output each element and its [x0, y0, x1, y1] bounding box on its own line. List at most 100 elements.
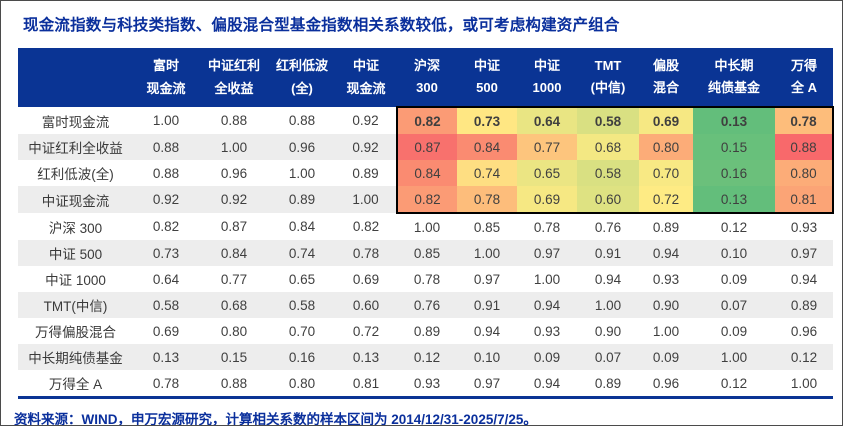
- matrix-cell: 0.72: [352, 323, 380, 339]
- table-row: 中证红利全收益 0.88 1.00 0.96 0.92 0.87 0.84 0.77 0.68 0…: [18, 134, 834, 160]
- row-label: 红利低波(全): [37, 167, 114, 182]
- row-label: 沪深 300: [48, 220, 103, 236]
- matrix-cell: 0.91: [457, 292, 517, 318]
- matrix-cell: 1.00: [533, 271, 561, 287]
- matrix-cell: 0.09: [639, 344, 693, 370]
- matrix-cell: 0.77: [517, 134, 577, 160]
- matrix-cell: 0.07: [693, 292, 775, 318]
- source-note: 资料来源：WIND，申万宏源研究，计算相关系数的样本区间为 2014/12/31…: [14, 412, 537, 426]
- matrix-cell: 0.97: [775, 240, 833, 266]
- row-label: 中证红利全收益: [18, 134, 133, 160]
- matrix-cell: 0.13: [335, 344, 397, 370]
- matrix-cell: 0.09: [720, 271, 748, 287]
- matrix-cell: 0.09: [517, 344, 577, 370]
- matrix-cell: 0.70: [288, 323, 316, 339]
- matrix-cell: 0.87: [396, 134, 457, 160]
- matrix-cell: 0.68: [577, 134, 639, 160]
- matrix-cell: 0.92: [133, 186, 199, 213]
- matrix-cell: 0.94: [517, 370, 577, 399]
- matrix-cell: 0.69: [152, 323, 180, 339]
- matrix-cell: 0.76: [594, 219, 622, 235]
- matrix-cell: 0.89: [269, 186, 335, 213]
- matrix-cell: 0.78: [457, 186, 517, 214]
- table-row: 中长期纯债基金 0.13 0.15 0.16 0.13 0.12 0.10 0.09 0.07 0…: [18, 344, 833, 370]
- matrix-cell: 0.94: [517, 292, 577, 318]
- matrix-cell: 1.00: [577, 292, 639, 318]
- matrix-cell: 0.12: [693, 370, 775, 399]
- matrix-cell: 0.77: [220, 271, 248, 287]
- matrix-cell: 0.96: [790, 323, 818, 339]
- matrix-cell: 0.96: [639, 370, 693, 399]
- matrix-cell: 0.88: [775, 134, 834, 160]
- matrix-cell: 0.89: [577, 370, 639, 399]
- matrix-cell: 0.60: [577, 186, 639, 214]
- matrix-cell: 0.76: [397, 292, 457, 318]
- matrix-cell: 0.88: [133, 134, 199, 160]
- table-row: 中证现金流 0.92 0.92 0.89 1.00 0.82 0.78 0.69 0.60 0.7…: [18, 186, 834, 214]
- matrix-cell: 0.12: [720, 219, 748, 235]
- matrix-cell: 0.58: [133, 292, 199, 318]
- matrix-cell: 0.78: [335, 240, 397, 266]
- matrix-cell: 0.88: [152, 165, 180, 181]
- matrix-cell: 1.00: [413, 219, 441, 235]
- table-row: 万得全 A 0.78 0.88 0.80 0.81 0.93 0.97 0.94 0.89 0.9…: [18, 370, 833, 399]
- matrix-cell: 0.80: [639, 134, 693, 160]
- matrix-cell: 0.88: [199, 370, 269, 399]
- matrix-cell: 0.64: [152, 271, 180, 287]
- matrix-cell: 0.82: [396, 186, 457, 214]
- col-header: 中证 1000: [517, 48, 577, 107]
- matrix-cell: 0.80: [775, 160, 834, 186]
- matrix-cell: 0.80: [220, 323, 248, 339]
- row-label: 万得偏股混合: [35, 325, 116, 340]
- matrix-cell: 1.00: [288, 165, 316, 181]
- col-header: 红利低波 (全): [269, 48, 335, 107]
- matrix-cell: 0.15: [199, 344, 269, 370]
- row-label: 中证现金流: [18, 186, 133, 213]
- matrix-cell: 0.74: [269, 240, 335, 266]
- col-header: 沪深 300: [397, 48, 457, 107]
- matrix-cell: 1.00: [693, 344, 775, 370]
- matrix-cell: 0.80: [269, 370, 335, 399]
- matrix-cell: 0.97: [473, 271, 501, 287]
- matrix-cell: 0.85: [397, 240, 457, 266]
- matrix-cell: 0.82: [152, 219, 180, 234]
- matrix-cell: 0.93: [790, 219, 818, 235]
- matrix-cell: 1.00: [335, 186, 397, 213]
- col-header: TMT (中信): [577, 48, 639, 107]
- table-row: 中证 500 0.73 0.84 0.74 0.78 0.85 1.00 0.97 0.91 0.…: [18, 240, 833, 266]
- matrix-cell: 0.69: [517, 186, 577, 214]
- row-label: 中证 1000: [45, 273, 106, 288]
- matrix-cell: 0.96: [269, 134, 335, 160]
- matrix-cell: 0.84: [199, 240, 269, 266]
- col-header: 万得 全 A: [775, 48, 833, 107]
- matrix-cell: 0.69: [352, 271, 380, 287]
- matrix-cell: 0.97: [457, 370, 517, 399]
- matrix-cell: 0.88: [220, 113, 248, 128]
- matrix-cell: 1.00: [652, 323, 680, 339]
- matrix-cell: 0.60: [335, 292, 397, 318]
- matrix-cell: 0.65: [288, 271, 316, 287]
- corner-cell: [18, 48, 133, 107]
- row-label: 富时现金流: [41, 114, 110, 130]
- matrix-cell: 0.82: [352, 219, 380, 234]
- matrix-cell: 0.10: [693, 240, 775, 266]
- matrix-cell: 0.81: [335, 370, 397, 399]
- col-header: 中证红利 全收益: [199, 48, 269, 107]
- matrix-cell: 0.78: [413, 271, 441, 287]
- matrix-cell: 0.15: [693, 134, 775, 160]
- matrix-cell: 0.65: [517, 160, 577, 186]
- matrix-cell: 0.68: [199, 292, 269, 318]
- row-label: 万得全 A: [18, 370, 133, 399]
- matrix-cell: 1.00: [457, 240, 517, 266]
- matrix-cell: 0.69: [639, 106, 693, 134]
- col-header: 富时 现金流: [133, 48, 199, 107]
- table-row: TMT(中信) 0.58 0.68 0.58 0.60 0.76 0.91 0.94 1.00 0…: [18, 292, 833, 318]
- matrix-cell: 0.12: [775, 344, 833, 370]
- table-row: 红利低波(全) 0.88 0.96 1.00 0.89 0.84 0.74 0.65 0.58 0…: [18, 160, 834, 186]
- matrix-cell: 0.73: [457, 106, 517, 134]
- matrix-cell: 0.74: [457, 160, 517, 186]
- matrix-cell: 0.58: [577, 160, 639, 186]
- matrix-cell: 0.78: [533, 219, 561, 235]
- matrix-cell: 0.16: [693, 160, 775, 186]
- matrix-cell: 0.64: [517, 106, 577, 134]
